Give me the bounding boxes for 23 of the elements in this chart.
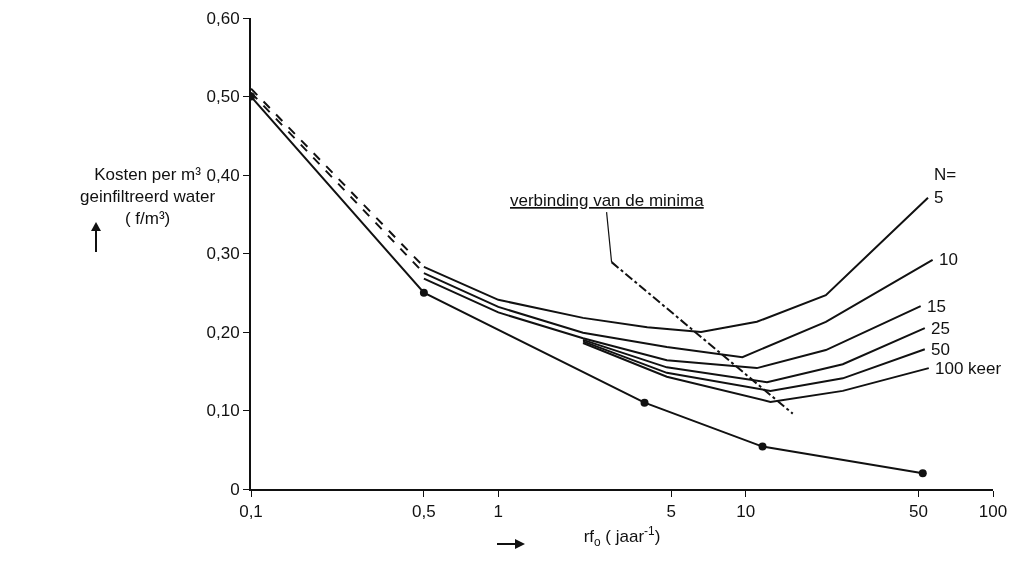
legend-title: N=	[934, 165, 957, 184]
x-tick-label: 0,1	[239, 502, 263, 522]
series-label: 10	[939, 250, 958, 269]
y-tick-label: 0,20	[206, 322, 240, 342]
x-axis-title: rf$_{o}$ ( jaar$^{-1}$)	[583, 524, 661, 549]
series-label: 50	[931, 340, 950, 359]
series-label: 15	[927, 297, 946, 316]
x-tick-label: 50	[909, 502, 929, 522]
y-tick-label: 0	[230, 479, 240, 499]
y-tick-label: 0,10	[206, 401, 240, 421]
series-label: 5	[934, 188, 944, 207]
x-tick-label: 0,5	[412, 502, 436, 522]
y-tick-label: 0,30	[206, 244, 240, 264]
y-tick-label: 0,40	[206, 165, 240, 185]
series-label: 100 keer	[935, 359, 1002, 378]
x-tick-label: 10	[736, 502, 756, 522]
x-tick-label: 100	[978, 502, 1008, 522]
y-tick-label: 0,50	[206, 87, 240, 107]
x-tick-label: 1	[493, 502, 504, 522]
annotation: verbinding van de minima	[510, 191, 705, 210]
x-tick-label: 5	[666, 502, 676, 522]
series-label: 25	[931, 319, 950, 338]
y-tick-label: 0,60	[206, 8, 240, 28]
